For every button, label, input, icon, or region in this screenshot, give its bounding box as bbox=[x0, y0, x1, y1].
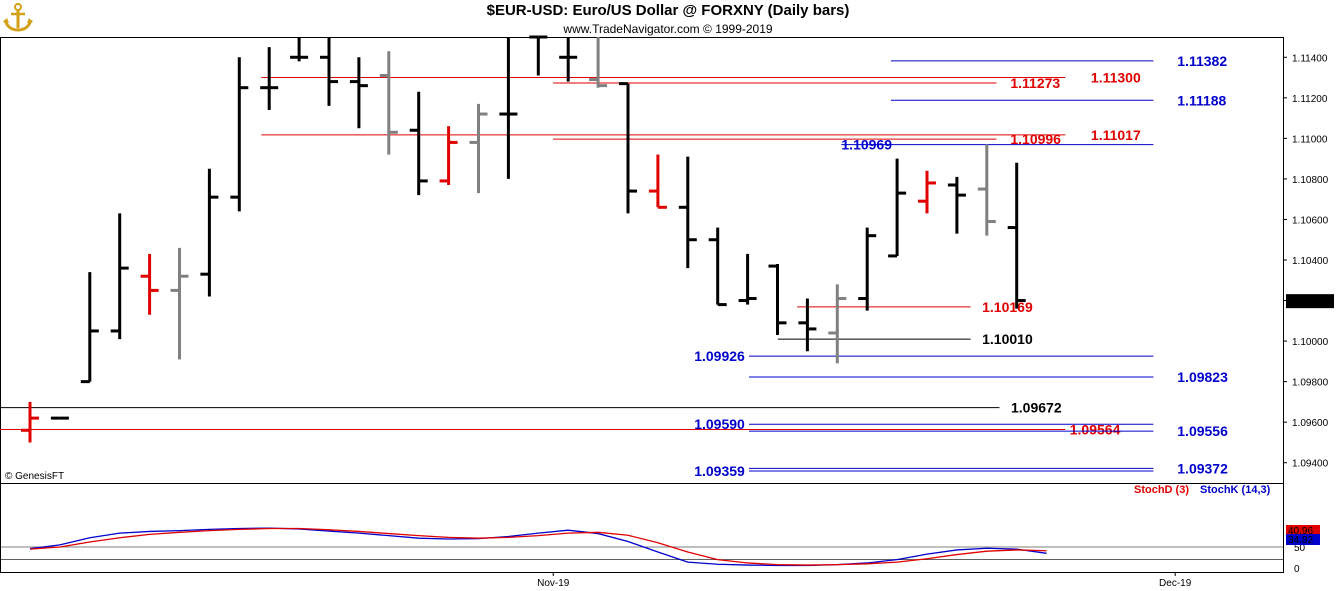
ohlc-bar bbox=[619, 82, 637, 214]
legend-stochd: StochD (3) bbox=[1134, 484, 1189, 496]
ohlc-bar bbox=[1007, 162, 1026, 309]
ohlc-bar bbox=[499, 37, 518, 179]
level-label: 1.09564 bbox=[1070, 421, 1121, 437]
level-label: 1.11300 bbox=[1091, 70, 1141, 86]
x-tick-label: Dec-19 bbox=[1159, 578, 1192, 589]
ohlc-bar bbox=[888, 158, 907, 258]
ohlc-bar bbox=[110, 213, 129, 340]
last-price-label: 1.10197 bbox=[1288, 297, 1325, 308]
level-label: 1.10169 bbox=[982, 299, 1033, 315]
level-label: 1.11382 bbox=[1177, 53, 1227, 69]
ohlc-bar bbox=[947, 176, 966, 234]
anchor-logo-icon bbox=[3, 3, 33, 32]
level-label: 1.10010 bbox=[982, 331, 1033, 347]
level-label: 1.09590 bbox=[694, 416, 745, 432]
y-tick-label: 1.11200 bbox=[1292, 94, 1328, 105]
ohlc-bar bbox=[439, 126, 458, 185]
watermark: © GenesisFT bbox=[5, 471, 64, 482]
ohlc-bar bbox=[589, 37, 608, 88]
y-tick-label: 1.10600 bbox=[1292, 215, 1329, 226]
level-label: 1.10996 bbox=[1010, 131, 1061, 147]
level-label: 1.11188 bbox=[1177, 92, 1226, 108]
ohlc-bar bbox=[708, 227, 727, 307]
ohlc-bar bbox=[768, 264, 787, 336]
ohlc-bar bbox=[738, 253, 757, 305]
y-tick-label: 1.10800 bbox=[1292, 175, 1329, 186]
ohlc-bar bbox=[260, 47, 279, 110]
chart-frame bbox=[0, 37, 1284, 573]
ohlc-bar bbox=[290, 37, 309, 62]
stoch-value-box bbox=[1286, 534, 1320, 545]
y-tick-label: 1.09600 bbox=[1292, 418, 1329, 429]
level-label: 1.09372 bbox=[1177, 460, 1228, 476]
level-label: 1.11017 bbox=[1091, 127, 1141, 143]
ohlc-bar bbox=[349, 57, 368, 129]
level-label: 1.09926 bbox=[694, 348, 745, 364]
stoch-tick-label: 50 bbox=[1294, 543, 1306, 554]
y-tick-label: 1.11000 bbox=[1292, 134, 1328, 145]
x-tick-label: Nov-19 bbox=[537, 578, 570, 589]
y-tick-label: 1.11400 bbox=[1292, 53, 1328, 64]
stoch-series-line bbox=[29, 527, 1047, 567]
ohlc-bar bbox=[409, 91, 428, 196]
price-panel-border bbox=[0, 37, 1284, 484]
level-label: 1.09672 bbox=[1011, 400, 1062, 416]
chart-title: $EUR-USD: Euro/US Dollar @ FORXNY (Daily… bbox=[486, 2, 850, 19]
ohlc-bar bbox=[469, 103, 488, 194]
ohlc-bar bbox=[798, 298, 817, 352]
price-levels: 1.11382 1.11300 1.11273 1.11188 1.11017 1.109… bbox=[0, 53, 1228, 479]
level-label: 1.09823 bbox=[1177, 369, 1228, 385]
level-label: 1.10969 bbox=[841, 137, 892, 153]
stoch-value-label: 34.82 bbox=[1288, 535, 1313, 546]
level-label: 1.11273 bbox=[1010, 75, 1060, 91]
y-tick-label: 1.10400 bbox=[1292, 256, 1329, 267]
level-label: 1.09556 bbox=[1177, 423, 1228, 439]
last-price-box bbox=[1286, 294, 1334, 309]
stoch-value-label: 40.96 bbox=[1288, 526, 1313, 537]
stochastic-panel-border bbox=[0, 483, 1284, 573]
ohlc-bar bbox=[529, 35, 548, 76]
price-y-axis: 1.11400 1.11200 1.11000 1.10800 1.10600 1.104… bbox=[1283, 53, 1334, 470]
legend-stochk: StochK (14,3) bbox=[1200, 484, 1271, 496]
ohlc-bar bbox=[828, 284, 847, 364]
time-axis: Nov-19 Dec-19 bbox=[537, 572, 1192, 589]
ohlc-bar bbox=[200, 168, 219, 297]
stoch-value-box bbox=[1286, 525, 1320, 536]
ohlc-bar bbox=[559, 37, 578, 82]
ohlc-bar bbox=[678, 156, 697, 269]
ohlc-bar bbox=[320, 37, 338, 106]
ohlc-bars bbox=[21, 35, 1026, 443]
y-tick-label: 1.10000 bbox=[1292, 337, 1329, 348]
ohlc-bar bbox=[230, 57, 249, 212]
ohlc-bar bbox=[80, 272, 99, 384]
y-tick-label: 1.09400 bbox=[1292, 459, 1329, 470]
ohlc-bar bbox=[918, 170, 936, 214]
ohlc-bar bbox=[977, 144, 996, 236]
ohlc-bar bbox=[140, 253, 159, 315]
stoch-legend: StochD (3) StochK (14,3) bbox=[1134, 484, 1271, 496]
level-label: 1.09359 bbox=[694, 463, 745, 479]
ohlc-bar bbox=[21, 401, 39, 443]
stoch-tick-label: 0 bbox=[1294, 564, 1300, 575]
ohlc-bar bbox=[170, 247, 189, 360]
ohlc-bar bbox=[858, 227, 877, 311]
ohlc-bar bbox=[648, 154, 667, 209]
ohlc-bar bbox=[379, 51, 398, 155]
stoch-series-line bbox=[29, 527, 1047, 566]
y-tick-label: 1.09800 bbox=[1292, 378, 1329, 389]
chart-subtitle: www.TradeNavigator.com © 1999-2019 bbox=[563, 22, 773, 36]
